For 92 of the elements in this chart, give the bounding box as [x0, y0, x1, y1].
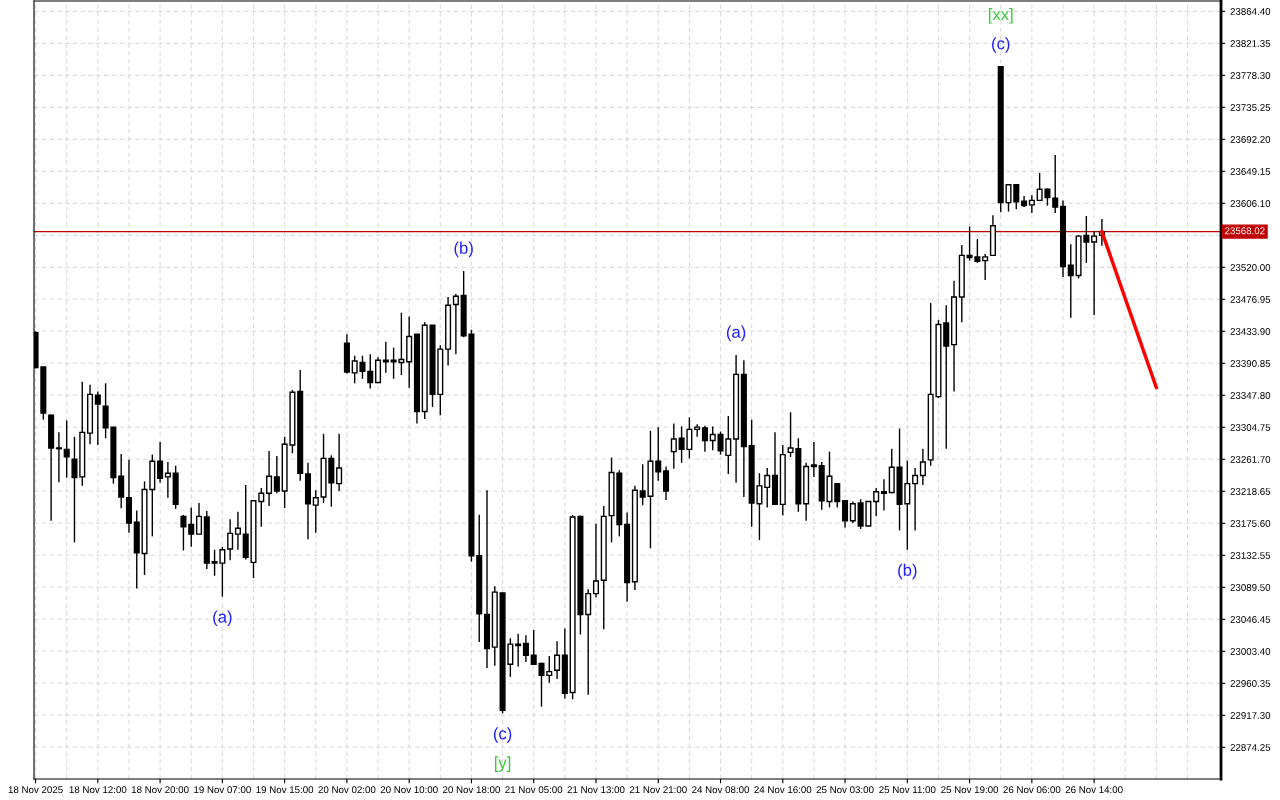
candlestick [1091, 230, 1098, 316]
x-tick-label: 18 Nov 2025 [8, 786, 63, 794]
candlestick [943, 304, 950, 450]
x-tick-label: 18 Nov 20:00 [131, 786, 189, 794]
y-tick-label: 23089.50 [1230, 584, 1271, 591]
candlestick [912, 467, 919, 532]
y-tick-label: 23261.70 [1230, 456, 1271, 463]
annotation: [xx] [988, 8, 1013, 24]
x-tick-label: 25 Nov 03:00 [816, 786, 874, 794]
y-tick-label: 23218.65 [1230, 488, 1271, 495]
candlestick [522, 634, 529, 663]
y-tick-label: 23864.40 [1230, 8, 1271, 15]
candlestick [336, 433, 343, 492]
candlestick [94, 390, 101, 446]
candlestick [63, 419, 70, 479]
candlestick [880, 478, 887, 512]
candlestick [266, 450, 273, 507]
y-tick-label: 22960.35 [1230, 680, 1271, 687]
candlestick [849, 500, 856, 524]
x-tick-label: 19 Nov 15:00 [256, 786, 314, 794]
candlestick [273, 455, 280, 494]
annotation: (c) [992, 37, 1010, 53]
candlestick [367, 353, 374, 390]
x-tick-label: 25 Nov 19:00 [941, 786, 999, 794]
x-tick-label: 25 Nov 11:00 [879, 786, 936, 794]
y-tick-label: 23132.55 [1230, 552, 1271, 559]
x-tick-label: 21 Nov 13:00 [567, 786, 625, 794]
annotation: (a) [726, 325, 746, 342]
y-tick-label: 22917.30 [1230, 712, 1271, 719]
candlestick [164, 461, 171, 499]
candlestick [670, 422, 677, 470]
candlestick [554, 640, 561, 680]
annotation: (b) [454, 241, 473, 258]
x-tick-label: 26 Nov 06:00 [1003, 786, 1061, 794]
candlestick [188, 506, 195, 548]
y-tick-label: 23003.40 [1230, 648, 1271, 655]
x-tick-label: 21 Nov 05:00 [505, 786, 563, 794]
y-tick-label: 23433.90 [1230, 328, 1271, 335]
y-tick-label: 22874.25 [1230, 744, 1271, 751]
candlestick [55, 431, 62, 483]
candlestick [227, 518, 234, 561]
candlestick [810, 441, 817, 478]
candlestick [701, 424, 708, 453]
candlestick [842, 500, 849, 529]
x-tick-label: 19 Nov 07:00 [194, 786, 251, 794]
x-tick-label: 20 Nov 02:00 [318, 786, 376, 794]
x-tick-label: 20 Nov 18:00 [443, 786, 500, 794]
candlestick [195, 502, 203, 535]
x-tick-label: 24 Nov 16:00 [754, 786, 812, 794]
candlestick [592, 523, 600, 599]
candlestick [655, 426, 662, 482]
candlestick [118, 453, 125, 509]
annotation: (a) [213, 610, 232, 627]
candlestick [982, 253, 989, 281]
y-tick-label: 23304.75 [1230, 424, 1271, 431]
y-tick-label: 23520.00 [1230, 264, 1271, 271]
candlestick [180, 514, 187, 552]
annotation: (b) [898, 563, 917, 580]
candlestick [694, 423, 701, 438]
y-tick-label: 23390.85 [1230, 360, 1271, 367]
x-tick-label: 21 Nov 21:00 [629, 786, 687, 794]
candlestick [764, 467, 771, 509]
candlestick [662, 465, 670, 501]
y-tick-label: 23821.35 [1230, 40, 1271, 47]
candlestick [585, 588, 592, 696]
candlestick [375, 356, 382, 384]
annotation: (c) [493, 727, 512, 743]
y-tick-label: 23476.95 [1230, 296, 1271, 303]
y-tick-label: 23692.20 [1230, 136, 1271, 143]
candlestick [919, 447, 926, 486]
x-tick-label: 24 Nov 08:00 [692, 786, 750, 794]
candlestick [873, 487, 880, 518]
ref-line-label: 23568.02 [1225, 227, 1265, 235]
candlestick [234, 511, 241, 551]
x-tick-label: 26 Nov 14:00 [1065, 786, 1123, 794]
x-tick-label: 18 Nov 12:00 [69, 786, 127, 794]
y-tick-label: 23046.45 [1230, 616, 1271, 623]
y-tick-label: 23347.80 [1230, 392, 1271, 399]
candlestick [157, 441, 164, 484]
candlestick [1052, 154, 1059, 214]
candlestick [312, 489, 319, 534]
y-tick-label: 23735.25 [1230, 104, 1271, 111]
y-tick-label: 23175.60 [1230, 520, 1271, 527]
annotation: [y] [494, 756, 511, 772]
candlestick [515, 633, 522, 668]
candlestick [1028, 194, 1035, 214]
candlestick [452, 293, 459, 355]
y-tick-label: 23649.15 [1230, 168, 1271, 175]
candlestick [1067, 243, 1074, 319]
y-tick-label: 23606.10 [1230, 200, 1271, 207]
y-tick-label: 23778.30 [1230, 72, 1271, 79]
x-tick-label: 20 Nov 10:00 [380, 786, 438, 794]
